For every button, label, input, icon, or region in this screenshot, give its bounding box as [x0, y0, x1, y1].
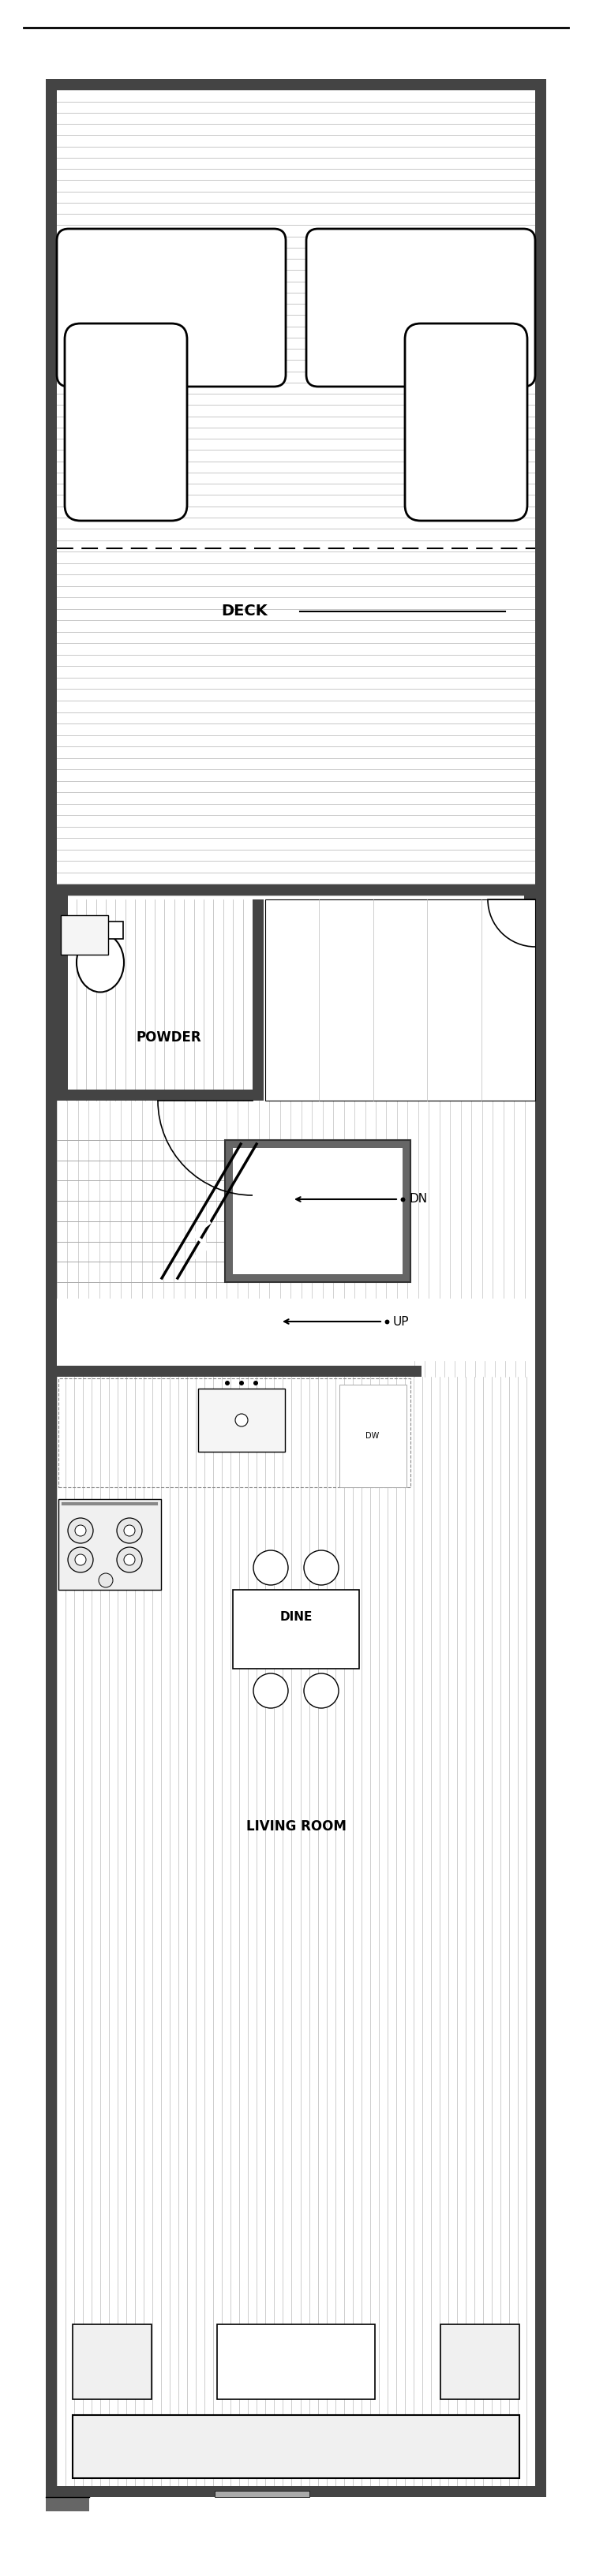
Bar	[225, 1141, 410, 1283]
Circle shape	[239, 1381, 244, 1386]
Circle shape	[304, 1674, 339, 1708]
Bar	[339, 1386, 407, 1486]
Circle shape	[253, 1674, 288, 1708]
Bar	[46, 884, 546, 896]
Text: LIVING ROOM: LIVING ROOM	[246, 1819, 346, 1834]
Bar	[198, 1388, 285, 1453]
Bar	[46, 2486, 546, 2496]
Bar	[78, 922, 123, 938]
Circle shape	[117, 1517, 142, 1543]
Circle shape	[68, 1548, 93, 1571]
Bar	[524, 896, 546, 1100]
Text: UP: UP	[393, 1316, 409, 1327]
Circle shape	[253, 1381, 258, 1386]
Bar	[46, 80, 546, 90]
Circle shape	[117, 1548, 142, 1571]
Bar	[73, 2324, 152, 2398]
Circle shape	[124, 1525, 135, 1535]
Ellipse shape	[76, 933, 124, 992]
Bar	[46, 1090, 253, 1100]
Bar	[440, 2324, 519, 2398]
Bar	[59, 1499, 161, 1589]
Bar	[265, 899, 535, 1100]
Text: DN: DN	[409, 1193, 427, 1206]
Bar	[253, 899, 263, 1100]
Circle shape	[75, 1525, 86, 1535]
Circle shape	[68, 1517, 93, 1543]
Circle shape	[75, 1553, 86, 1566]
Bar	[535, 80, 546, 2496]
FancyBboxPatch shape	[57, 229, 286, 386]
Text: POWDER: POWDER	[136, 1030, 201, 1046]
Circle shape	[304, 1551, 339, 1584]
Bar	[46, 1365, 422, 1376]
FancyBboxPatch shape	[65, 325, 187, 520]
Bar	[46, 80, 57, 2496]
Bar	[46, 896, 68, 1100]
Bar	[233, 1589, 359, 1669]
Circle shape	[235, 1414, 248, 1427]
Bar	[61, 914, 108, 956]
Text: DECK: DECK	[221, 603, 268, 618]
Text: DW: DW	[366, 1432, 379, 1440]
Bar	[73, 2416, 519, 2478]
Bar	[46, 2496, 89, 2512]
FancyBboxPatch shape	[405, 325, 527, 520]
Circle shape	[99, 1574, 113, 1587]
Text: DINE: DINE	[279, 1613, 313, 1623]
FancyBboxPatch shape	[306, 229, 535, 386]
Bar	[217, 2324, 375, 2398]
Bar	[215, 2491, 310, 2496]
Bar	[233, 1149, 403, 1275]
Circle shape	[124, 1553, 135, 1566]
Circle shape	[225, 1381, 230, 1386]
Circle shape	[253, 1551, 288, 1584]
